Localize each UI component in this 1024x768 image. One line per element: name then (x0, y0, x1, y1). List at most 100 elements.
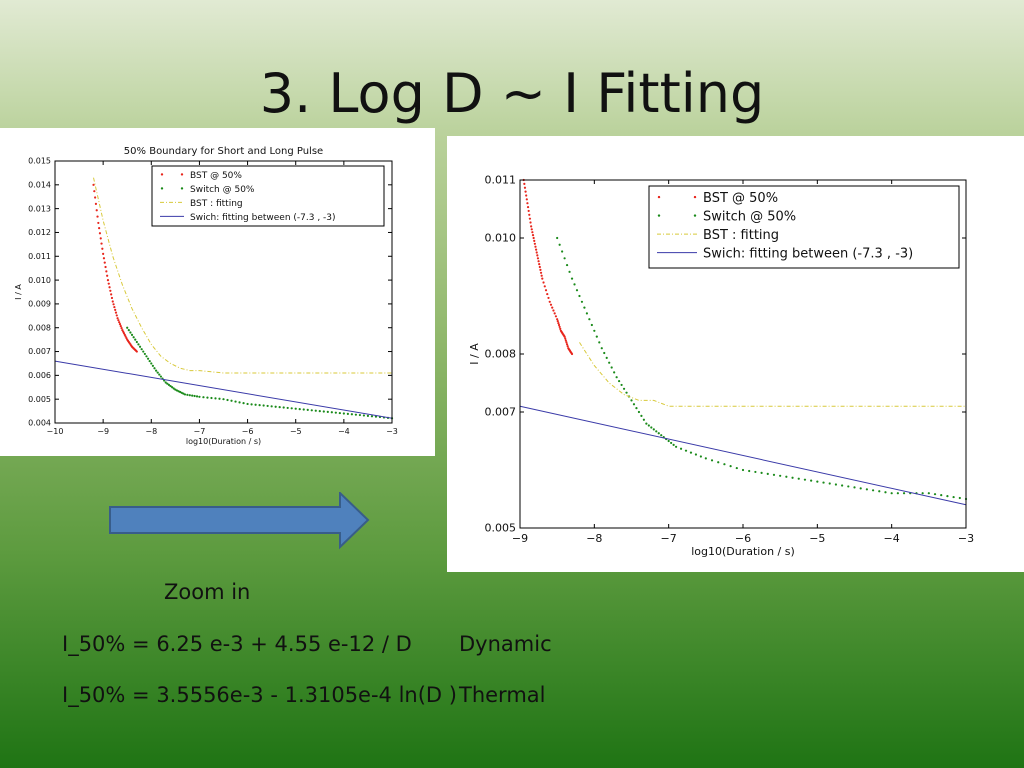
x-tick-label: −10 (47, 427, 64, 436)
x-tick-label: −4 (338, 427, 350, 436)
series-line (519, 405, 967, 506)
data-point (93, 190, 96, 193)
data-point (537, 260, 540, 263)
data-point (290, 407, 293, 410)
data-point (195, 395, 199, 398)
data-point (610, 366, 613, 369)
data-point (588, 318, 591, 321)
data-point (554, 315, 558, 318)
data-point (110, 296, 114, 300)
y-tick-label: 0.007 (485, 406, 517, 419)
data-point (92, 183, 95, 186)
data-point (129, 331, 132, 334)
y-tick-label: 0.013 (28, 204, 51, 213)
y-tick-label: 0.010 (485, 232, 517, 245)
data-point (151, 364, 154, 367)
data-point (145, 355, 148, 358)
equation-thermal-tag: Thermal (459, 683, 546, 707)
data-point (841, 484, 844, 487)
legend: BST @ 50% Switch @ 50% BST : fitting Swich:… (151, 165, 385, 227)
data-point (672, 443, 675, 446)
data-point (561, 250, 564, 253)
data-point (346, 412, 349, 415)
data-point (218, 397, 221, 400)
data-point (635, 407, 638, 410)
y-tick-label: 0.012 (28, 228, 51, 237)
data-point (206, 396, 209, 399)
data-point (559, 327, 562, 330)
data-point (103, 261, 106, 264)
data-point (99, 237, 102, 240)
data-point (183, 393, 187, 396)
data-point (529, 221, 532, 224)
right-arrow-icon (109, 492, 370, 550)
data-point (717, 461, 720, 464)
data-point (98, 232, 102, 235)
x-tick-label: −9 (97, 427, 109, 436)
data-point (946, 495, 949, 498)
series-line (54, 360, 393, 419)
data-point (853, 486, 856, 489)
data-point (113, 305, 116, 309)
data-point (530, 225, 533, 228)
data-point (613, 371, 616, 374)
data-point (100, 242, 103, 245)
data-point (318, 409, 321, 413)
data-point (534, 245, 537, 248)
data-point (723, 463, 726, 466)
data-point (546, 292, 549, 296)
chart-panel-zoom: −9 −8 −7 −6 −5 −4 −3 0.005 0.007 0.008 0.010 0.011 l… (447, 136, 1024, 572)
data-point (148, 359, 151, 363)
data-point (642, 418, 645, 421)
data-point (354, 413, 357, 416)
data-point (565, 341, 568, 344)
data-point (565, 343, 569, 346)
data-point (564, 339, 567, 342)
y-tick-label: 0.005 (28, 395, 51, 404)
equation-dynamic-tag: Dynamic (459, 632, 552, 656)
data-point (637, 410, 641, 414)
x-tick-label: −3 (386, 427, 398, 436)
data-point (952, 495, 955, 499)
data-point (527, 209, 530, 213)
data-point (153, 367, 156, 370)
data-point (523, 186, 527, 189)
data-point (645, 422, 648, 425)
data-point (608, 361, 611, 364)
data-point (563, 257, 566, 260)
data-point (632, 403, 636, 406)
data-point (551, 306, 554, 309)
data-point (110, 293, 113, 296)
data-point (785, 475, 788, 478)
data-point (222, 398, 225, 401)
data-point (169, 384, 172, 388)
y-tick-label: 0.010 (28, 276, 51, 285)
data-point (603, 351, 606, 355)
data-point (533, 242, 536, 245)
data-point (549, 303, 553, 306)
equation-dynamic: I_50% = 6.25 e-3 + 4.55 e-12 / D (62, 632, 412, 656)
data-point (615, 376, 618, 379)
y-tick-label: 0.004 (28, 419, 51, 428)
series-3 (93, 177, 392, 374)
data-point (130, 333, 134, 336)
data-point (566, 345, 569, 348)
data-point (531, 231, 534, 234)
data-point (595, 335, 598, 338)
data-point (548, 300, 551, 303)
data-point (921, 492, 924, 495)
data-point (94, 196, 97, 199)
legend-marker (160, 173, 164, 176)
data-point (735, 466, 738, 470)
data-point (97, 221, 100, 225)
data-point (618, 379, 621, 383)
data-point (270, 405, 273, 408)
data-point (135, 350, 138, 353)
data-point (246, 402, 249, 406)
data-point (274, 405, 277, 408)
data-point (600, 347, 603, 350)
data-point (647, 424, 650, 427)
data-point (143, 352, 146, 356)
data-point (573, 283, 576, 286)
data-point (741, 468, 745, 472)
